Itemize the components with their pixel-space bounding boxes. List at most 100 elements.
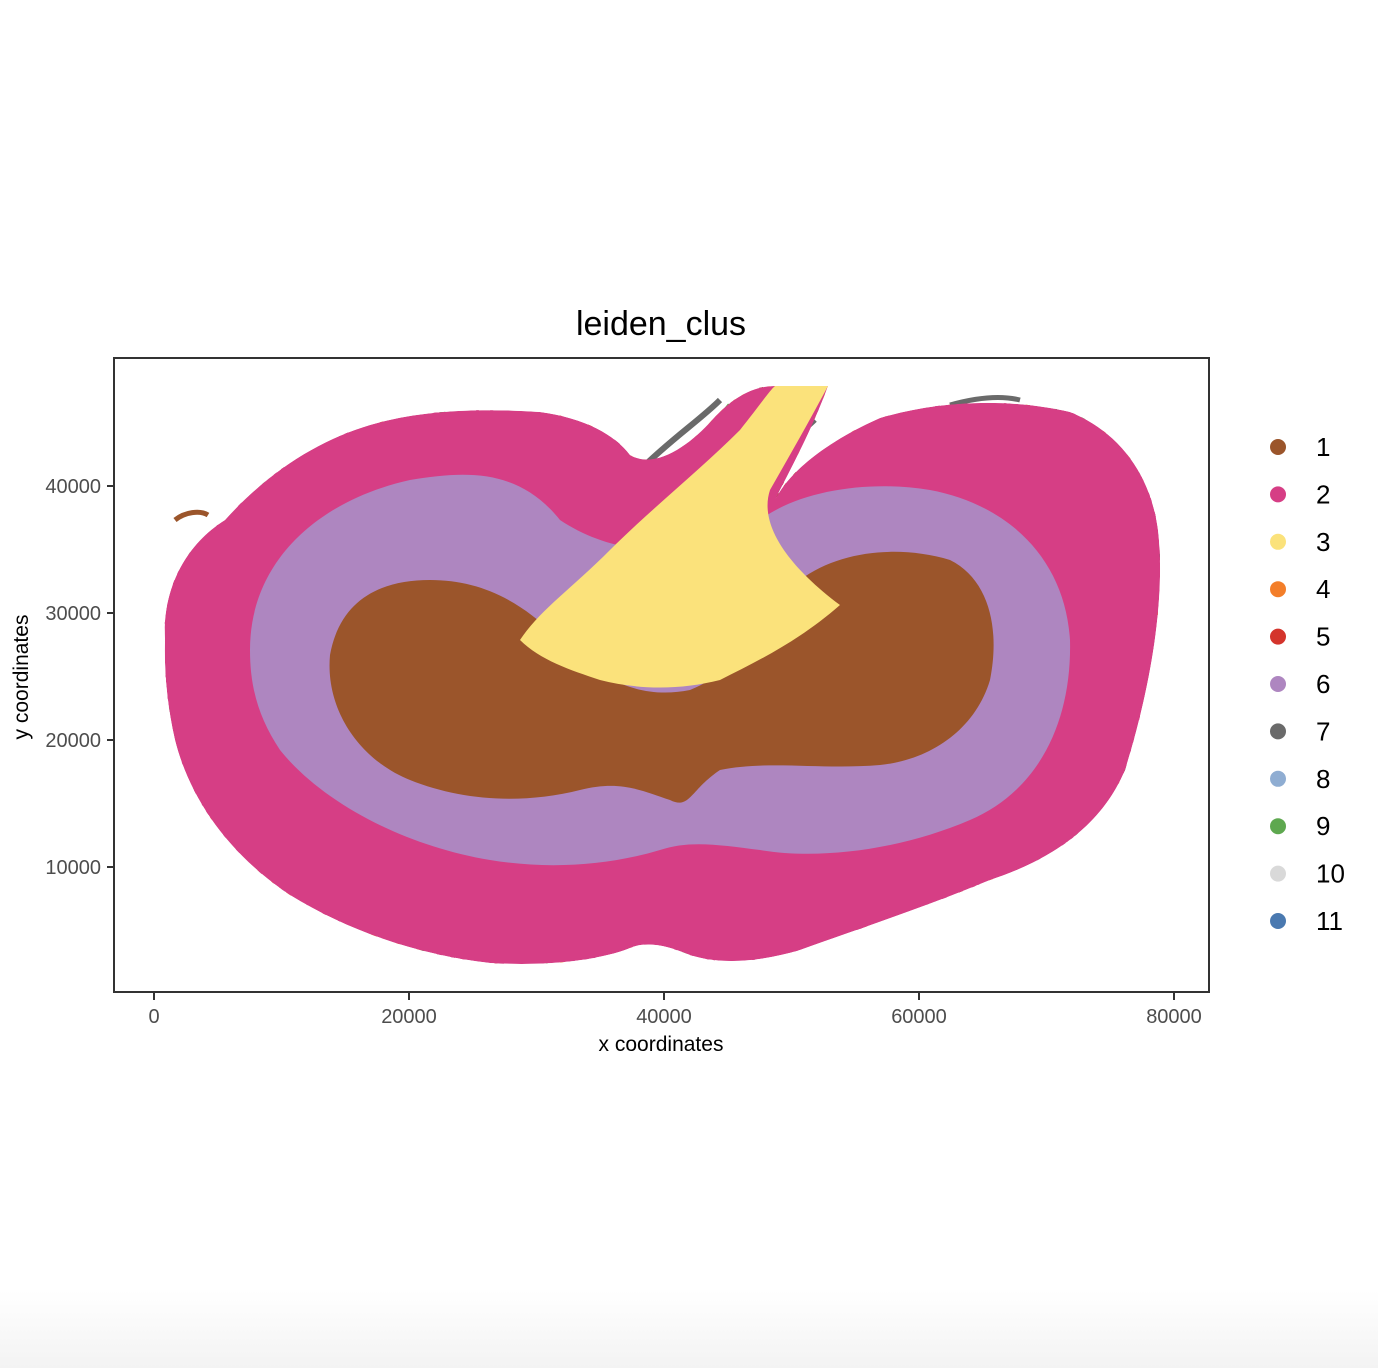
point-cluster-2 (937, 906, 943, 912)
point-cluster-9 (296, 923, 301, 929)
point-cluster-2 (260, 419, 263, 423)
point-cluster-5 (998, 927, 1003, 932)
point-cluster-2 (1164, 502, 1168, 506)
point-cluster-2 (259, 386, 263, 388)
point-cluster-2 (1110, 430, 1115, 435)
point-cluster-2 (614, 409, 618, 412)
point-cluster-2 (1085, 867, 1092, 873)
point-cluster-5 (479, 395, 484, 400)
point-cluster-2 (236, 885, 243, 892)
point-cluster-2 (1013, 916, 1017, 920)
point-cluster-9 (184, 507, 189, 512)
point-cluster-9 (189, 535, 194, 540)
point-cluster-2 (204, 898, 209, 904)
point-cluster-2 (1100, 404, 1103, 408)
point-cluster-2 (281, 390, 286, 395)
point-cluster-2 (458, 388, 464, 394)
point-cluster-9 (234, 871, 239, 877)
point-cluster-2 (1150, 669, 1157, 676)
point-cluster-4 (996, 900, 1002, 906)
point-cluster-3 (663, 415, 667, 419)
point-cluster-4 (1095, 928, 1100, 933)
point-cluster-9 (1124, 949, 1128, 953)
point-cluster-2 (1114, 914, 1119, 920)
point-cluster-9 (1141, 438, 1145, 442)
point-cluster-4 (647, 392, 654, 399)
point-cluster-4 (1131, 753, 1137, 759)
point-cluster-4 (913, 949, 918, 954)
point-cluster-2 (360, 952, 364, 956)
point-cluster-2 (209, 894, 214, 899)
point-cluster-9 (282, 456, 288, 462)
point-cluster-9 (831, 392, 837, 397)
point-cluster-4 (856, 936, 863, 942)
point-cluster-4 (164, 805, 169, 811)
point-cluster-2 (217, 896, 221, 901)
point-cluster-2 (346, 405, 352, 412)
point-cluster-2 (209, 862, 215, 868)
point-cluster-11 (1166, 689, 1170, 693)
point-cluster-2 (833, 430, 839, 436)
point-cluster-2 (1119, 813, 1125, 820)
point-cluster-6 (374, 389, 381, 396)
point-cluster-9 (889, 944, 896, 950)
point-cluster-2 (288, 957, 293, 962)
point-cluster-4 (1162, 571, 1167, 576)
point-cluster-2 (324, 415, 331, 422)
point-cluster-11 (1156, 466, 1161, 472)
point-cluster-2 (167, 490, 171, 494)
point-cluster-2 (167, 570, 172, 575)
point-cluster-6 (260, 955, 266, 960)
point-cluster-4 (1102, 922, 1108, 928)
point-cluster-4 (164, 555, 165, 562)
point-cluster-4 (269, 426, 273, 429)
point-cluster-5 (1074, 954, 1080, 960)
point-cluster-7 (1113, 433, 1116, 437)
point-cluster-4 (164, 417, 166, 424)
point-cluster-2 (1075, 888, 1081, 894)
point-cluster-9 (273, 917, 277, 921)
point-cluster-2 (1041, 946, 1044, 949)
point-cluster-2 (1151, 700, 1157, 706)
point-cluster-9 (915, 398, 919, 402)
point-cluster-4 (216, 921, 222, 927)
point-cluster-2 (267, 386, 273, 390)
point-cluster-4 (369, 935, 374, 939)
point-cluster-5 (698, 386, 701, 389)
point-cluster-2 (1103, 396, 1108, 401)
point-cluster-2 (224, 875, 228, 879)
point-cluster-2 (615, 955, 620, 960)
point-cluster-2 (162, 863, 165, 866)
point-cluster-2 (387, 405, 392, 411)
point-cluster-4 (939, 951, 943, 955)
point-cluster-4 (1085, 853, 1088, 856)
point-cluster-11 (1083, 413, 1087, 416)
point-cluster-2 (1124, 913, 1130, 918)
point-cluster-2 (195, 943, 200, 948)
point-cluster-5 (993, 946, 1000, 953)
point-cluster-7 (385, 960, 388, 963)
point-cluster-2 (217, 959, 221, 964)
point-cluster-2 (834, 967, 837, 970)
point-cluster-4 (1124, 931, 1129, 936)
point-cluster-2 (836, 388, 840, 392)
point-cluster-4 (1106, 400, 1109, 403)
point-cluster-4 (203, 524, 207, 528)
point-cluster-5 (512, 392, 517, 398)
point-cluster-4 (1130, 867, 1135, 872)
point-cluster-2 (204, 827, 209, 831)
point-cluster-4 (1164, 861, 1167, 864)
point-cluster-2 (1167, 581, 1171, 585)
point-cluster-4 (1158, 467, 1161, 472)
point-cluster-4 (225, 405, 230, 410)
point-cluster-1 (641, 424, 646, 428)
point-cluster-2 (972, 921, 977, 926)
point-cluster-9 (477, 405, 481, 409)
point-cluster-4 (164, 518, 166, 522)
point-cluster-9 (183, 886, 188, 890)
point-cluster-2 (705, 960, 709, 964)
point-cluster-9 (1126, 424, 1131, 430)
point-cluster-2 (240, 935, 244, 939)
point-cluster-4 (197, 871, 204, 878)
point-cluster-5 (793, 955, 799, 961)
